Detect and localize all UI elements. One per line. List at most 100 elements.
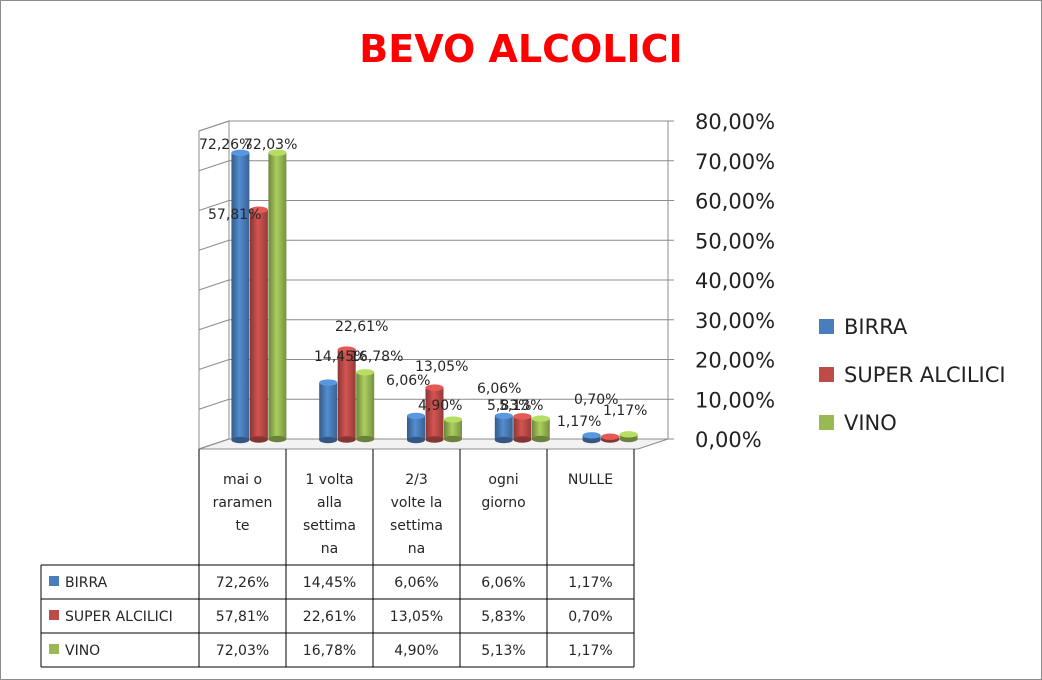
table-cell: 6,06% bbox=[481, 575, 525, 591]
gridline-side bbox=[198, 398, 230, 410]
bar-bottom bbox=[356, 435, 375, 443]
table-cell: 0,70% bbox=[568, 609, 612, 625]
table-legend-key bbox=[49, 644, 59, 654]
bar bbox=[268, 149, 287, 443]
bar-top bbox=[231, 149, 250, 156]
data-label: 0,70% bbox=[574, 392, 618, 408]
bar-top bbox=[444, 416, 462, 423]
bar bbox=[356, 369, 375, 443]
legend-swatch bbox=[819, 319, 834, 334]
table-cell: 1,17% bbox=[568, 575, 612, 591]
bar bbox=[601, 433, 620, 443]
table-legend-key bbox=[49, 610, 59, 620]
data-label: 14,45% bbox=[314, 349, 367, 365]
y-tick-label: 40,00% bbox=[695, 269, 775, 293]
legend-swatch bbox=[819, 415, 834, 430]
category-label: 1 volta bbox=[305, 472, 353, 488]
bar-top bbox=[582, 432, 601, 439]
bar bbox=[319, 379, 338, 444]
category-label: settima bbox=[390, 518, 443, 534]
bar bbox=[582, 432, 601, 444]
y-tick-label: 70,00% bbox=[695, 150, 775, 174]
bar-bottom bbox=[319, 436, 338, 444]
bar-bottom bbox=[249, 436, 268, 443]
category-label: na bbox=[321, 541, 338, 557]
category-label: ogni bbox=[488, 472, 518, 488]
category-label: mai o bbox=[223, 472, 262, 488]
data-label: 1,17% bbox=[603, 403, 647, 419]
category-label: settima bbox=[303, 518, 356, 534]
legend-label: SUPER ALCILICI bbox=[844, 363, 1006, 387]
y-tick-label: 30,00% bbox=[695, 309, 775, 333]
category-label: NULLE bbox=[568, 472, 613, 488]
bar-top bbox=[601, 433, 620, 440]
bar-top bbox=[513, 413, 532, 420]
bar bbox=[531, 415, 550, 443]
table-cell: 14,45% bbox=[303, 575, 356, 591]
data-label: 5,13% bbox=[499, 398, 543, 414]
bar-top bbox=[425, 384, 444, 391]
data-label: 57,81% bbox=[208, 207, 261, 223]
category-label: na bbox=[408, 541, 425, 557]
bar-top bbox=[531, 415, 550, 422]
y-tick-label: 50,00% bbox=[695, 229, 775, 253]
bar-top bbox=[249, 206, 268, 213]
bar bbox=[231, 149, 250, 444]
bar-body bbox=[407, 415, 425, 440]
data-label: 6,06% bbox=[386, 373, 430, 389]
bar-top bbox=[494, 412, 513, 420]
bar bbox=[249, 206, 268, 443]
table-cell: 6,06% bbox=[394, 575, 438, 591]
table-row-label: VINO bbox=[65, 643, 100, 659]
bar-bottom bbox=[494, 436, 513, 444]
bar-body bbox=[494, 415, 513, 440]
data-label: 22,61% bbox=[335, 319, 388, 335]
bar-bottom bbox=[407, 436, 425, 444]
gridline-side bbox=[198, 319, 230, 331]
table-cell: 22,61% bbox=[303, 609, 356, 625]
legend-swatch bbox=[819, 367, 834, 382]
bar-bottom bbox=[425, 436, 444, 443]
bar bbox=[337, 346, 356, 443]
gridline-side bbox=[198, 239, 230, 251]
table-legend-key bbox=[49, 576, 59, 586]
bar bbox=[513, 413, 532, 443]
bar-body bbox=[268, 152, 287, 439]
gridline-side bbox=[198, 359, 230, 370]
y-tick-label: 10,00% bbox=[695, 388, 775, 412]
y-tick-label: 60,00% bbox=[695, 190, 775, 214]
y-tick-label: 0,00% bbox=[695, 428, 762, 452]
table-cell: 57,81% bbox=[216, 609, 269, 625]
bar-bottom bbox=[268, 435, 287, 443]
bar-top bbox=[319, 379, 338, 386]
chart-title: BEVO ALCOLICI bbox=[359, 27, 683, 71]
table-cell: 13,05% bbox=[390, 609, 443, 625]
category-label: te bbox=[235, 518, 249, 534]
bar-top bbox=[337, 346, 356, 353]
data-label: 5,83% bbox=[487, 398, 531, 414]
gridline-side bbox=[198, 279, 230, 291]
gridline-side bbox=[198, 438, 230, 450]
bar-bottom bbox=[231, 436, 250, 444]
bar-body bbox=[513, 416, 532, 440]
bar-top bbox=[619, 431, 638, 438]
table-cell: 4,90% bbox=[394, 643, 438, 659]
table-row-label: SUPER ALCILICI bbox=[65, 609, 173, 625]
y-tick-label: 20,00% bbox=[695, 349, 775, 373]
gridline-side bbox=[198, 160, 230, 172]
gridline-side bbox=[198, 120, 230, 132]
bar-body bbox=[231, 152, 250, 441]
legend-label: VINO bbox=[844, 411, 897, 435]
table-cell: 72,03% bbox=[216, 643, 269, 659]
data-label: 72,03% bbox=[244, 137, 297, 153]
data-label: 72,26% bbox=[199, 137, 252, 153]
bar-body bbox=[356, 372, 375, 439]
bar-bottom bbox=[531, 435, 550, 443]
bar-body bbox=[444, 419, 462, 439]
category-label: 2/3 bbox=[405, 472, 428, 488]
table-row-label: BIRRA bbox=[65, 575, 108, 591]
bar-bottom bbox=[337, 436, 356, 443]
table-cell: 5,83% bbox=[481, 609, 525, 625]
